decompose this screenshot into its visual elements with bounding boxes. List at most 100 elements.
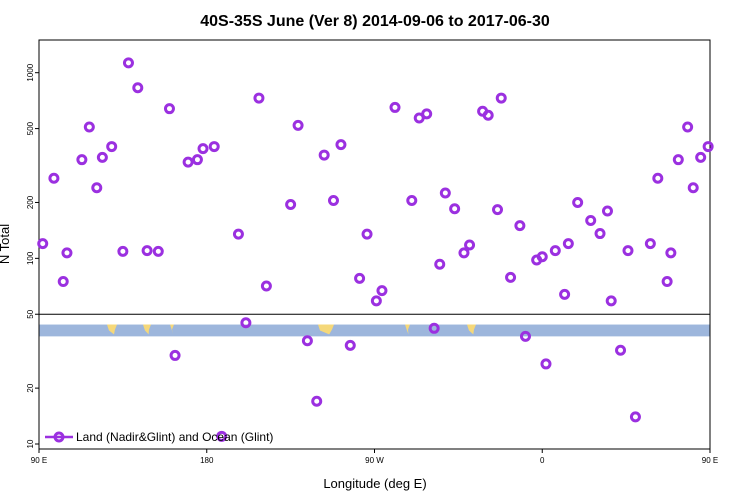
y-tick-label: 500 — [26, 121, 35, 135]
data-point — [622, 245, 634, 257]
data-point — [559, 288, 571, 300]
data-point — [208, 141, 220, 153]
data-point — [615, 344, 627, 356]
x-axis-ticks: 90 E 180 90 W 0 90 E — [31, 449, 718, 465]
data-point — [163, 103, 175, 115]
data-point — [644, 238, 656, 250]
data-point — [702, 141, 714, 153]
data-point — [406, 194, 418, 206]
x-tick-label: 90 W — [365, 456, 384, 465]
ocean-band — [39, 324, 710, 337]
data-point — [197, 143, 209, 155]
legend-marker-icon — [53, 431, 65, 443]
data-point — [434, 258, 446, 270]
y-axis-label: N Total — [0, 224, 12, 264]
data-point — [311, 395, 323, 407]
data-point — [301, 335, 313, 347]
data-point — [232, 228, 244, 240]
x-tick-label: 90 E — [31, 456, 47, 465]
x-tick-label: 180 — [200, 456, 214, 465]
data-point — [285, 199, 297, 211]
data-point — [106, 141, 118, 153]
data-point — [96, 151, 108, 163]
data-point — [492, 204, 504, 216]
data-point — [48, 172, 60, 184]
data-point — [91, 182, 103, 194]
y-tick-label: 50 — [26, 309, 35, 318]
data-point — [449, 203, 461, 215]
data-point — [260, 280, 272, 292]
y-tick-label: 20 — [26, 383, 35, 392]
land-patch — [170, 324, 174, 335]
data-point — [687, 182, 699, 194]
x-tick-label: 0 — [540, 456, 545, 465]
data-point — [370, 295, 382, 307]
x-tick-label: 90 E — [702, 456, 718, 465]
y-tick-label: 10 — [26, 439, 35, 448]
data-point — [601, 205, 613, 217]
data-point — [335, 139, 347, 151]
data-point — [540, 358, 552, 370]
land-patch — [143, 324, 151, 335]
data-point — [152, 245, 164, 257]
data-point — [253, 92, 265, 104]
data-point — [37, 238, 49, 250]
y-axis-ticks: 10 20 50 100 200 500 1000 — [26, 63, 39, 448]
data-point — [661, 276, 673, 288]
data-point — [191, 154, 203, 166]
land-patch — [107, 324, 117, 335]
y-tick-label: 100 — [26, 251, 35, 265]
data-point — [182, 156, 194, 168]
data-point — [605, 295, 617, 307]
data-point — [141, 245, 153, 257]
data-point — [514, 220, 526, 232]
land-patch — [405, 324, 410, 335]
data-point — [361, 228, 373, 240]
data-point — [464, 239, 476, 251]
plot-frame — [38, 39, 711, 450]
legend: Land (Nadir&Glint) and Ocean (Glint) — [45, 430, 273, 444]
y-tick-label: 1000 — [26, 63, 35, 81]
data-point — [428, 322, 440, 334]
data-point — [61, 247, 73, 259]
land-patch — [467, 324, 476, 335]
data-point — [318, 149, 330, 161]
data-point — [562, 238, 574, 250]
data-point — [344, 339, 356, 351]
data-point — [652, 172, 664, 184]
data-point — [216, 430, 228, 442]
land-patch — [318, 324, 334, 335]
data-point — [83, 121, 95, 133]
data-point — [572, 196, 584, 208]
data-point — [132, 82, 144, 94]
data-point — [354, 272, 366, 284]
chart-title: 40S-35S June (Ver 8) 2014-09-06 to 2017-… — [200, 13, 550, 30]
data-point — [665, 247, 677, 259]
data-point — [695, 151, 707, 163]
data-point — [594, 228, 606, 240]
world-map-band — [39, 324, 710, 337]
y-tick-label: 200 — [26, 195, 35, 209]
data-point — [389, 101, 401, 113]
data-point — [122, 57, 134, 69]
data-point — [629, 411, 641, 423]
data-point — [421, 108, 433, 120]
data-point — [585, 214, 597, 226]
data-point — [458, 247, 470, 259]
data-point — [327, 194, 339, 206]
data-points — [37, 57, 714, 442]
data-point — [505, 271, 517, 283]
data-point — [76, 154, 88, 166]
x-axis-label: Longitude (deg E) — [323, 476, 426, 491]
data-point — [519, 330, 531, 342]
data-point — [549, 245, 561, 257]
data-point — [57, 276, 69, 288]
data-point — [376, 285, 388, 297]
data-point — [169, 349, 181, 361]
data-point — [482, 109, 494, 121]
data-point — [682, 121, 694, 133]
legend-entry-label: Land (Nadir&Glint) and Ocean (Glint) — [76, 430, 273, 444]
data-point — [117, 245, 129, 257]
data-point — [536, 251, 548, 263]
